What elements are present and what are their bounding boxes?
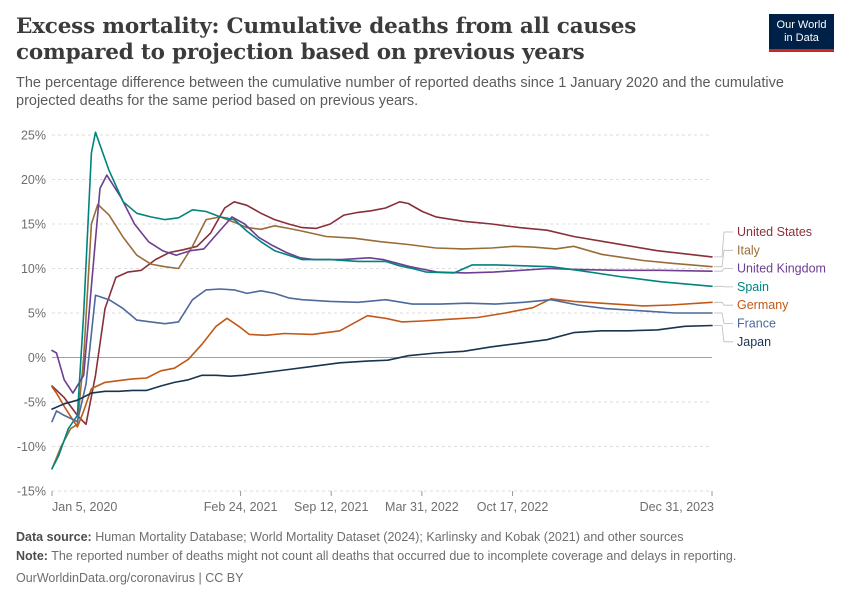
legend-label-italy: Italy xyxy=(737,243,761,257)
chart-title: Excess mortality: Cumulative deaths from… xyxy=(16,14,637,65)
x-tick-label: Mar 31, 2022 xyxy=(385,500,459,514)
logo-line-2: in Data xyxy=(784,32,819,44)
x-tick-label: Sep 12, 2021 xyxy=(294,500,368,514)
x-tick-label: Feb 24, 2021 xyxy=(204,500,278,514)
y-tick-label: -10% xyxy=(17,440,46,454)
series-line-spain xyxy=(51,131,713,470)
legend-connector-spain xyxy=(714,285,733,288)
legend-label-united-kingdom: United Kingdom xyxy=(737,262,826,276)
series-line-united-states xyxy=(51,201,713,426)
line-chart: -15% -10% -5% 0% 5% 10% 15% 20% 25% Jan 5, 2020 Fe… xyxy=(17,129,826,515)
legend-label-germany: Germany xyxy=(737,298,789,312)
chart-note: Note: The reported number of deaths migh… xyxy=(16,549,736,563)
legend-connector-italy xyxy=(714,249,733,268)
logo-line-1: Our World xyxy=(776,19,827,31)
series-line-germany xyxy=(51,298,713,428)
y-tick-label: 15% xyxy=(21,218,46,232)
x-tick-label: Dec 31, 2023 xyxy=(640,500,714,514)
note-label: Note: xyxy=(16,549,48,563)
legend-label-france: France xyxy=(737,317,776,331)
legend-connector-japan xyxy=(714,325,733,343)
y-tick-label: 5% xyxy=(28,307,46,321)
legend-label-japan: Japan xyxy=(737,335,771,349)
data-source-label: Data source: xyxy=(16,530,92,544)
series-line-united-kingdom xyxy=(51,174,713,394)
data-source-text: Human Mortality Database; World Mortalit… xyxy=(91,530,684,544)
x-tick-label: Jan 5, 2020 xyxy=(52,500,117,514)
x-tick-label: Oct 17, 2022 xyxy=(477,500,549,514)
data-source: Data source: Human Mortality Database; W… xyxy=(16,530,683,544)
credit-link[interactable]: OurWorldinData.org/coronavirus | CC BY xyxy=(16,571,244,585)
note-text: The reported number of deaths might not … xyxy=(47,549,737,563)
y-tick-label: 20% xyxy=(21,173,46,187)
series-line-japan xyxy=(51,324,713,410)
legend-connector-germany xyxy=(714,301,733,306)
legend-label-united-states: United States xyxy=(737,225,812,239)
y-tick-label: 25% xyxy=(21,129,46,143)
legend-connector-united-kingdom xyxy=(714,268,733,272)
legend-connector-france xyxy=(714,312,733,324)
legend-connector-united-states xyxy=(714,231,733,258)
chart-subtitle: The percentage difference between the cu… xyxy=(16,75,784,109)
owid-logo[interactable]: Our World in Data xyxy=(769,14,834,52)
y-tick-label: 0% xyxy=(28,351,46,365)
y-tick-label: 10% xyxy=(21,262,46,276)
legend-label-spain: Spain xyxy=(737,280,769,294)
y-tick-label: -15% xyxy=(17,485,46,499)
y-tick-label: -5% xyxy=(24,396,46,410)
series-line-france xyxy=(51,288,713,423)
